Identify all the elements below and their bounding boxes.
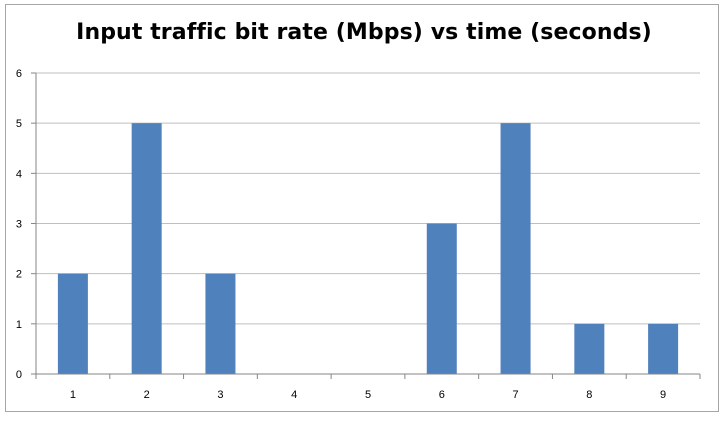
y-tick-label-3: 3 — [16, 219, 22, 231]
tick-labels: 0 1 2 3 4 5 6 1 2 3 4 5 6 7 8 9 — [16, 68, 666, 401]
x-tick-label-5: 5 — [365, 389, 371, 401]
y-tick-label-4: 4 — [16, 168, 22, 180]
chart-title: Input traffic bit rate (Mbps) vs time (s… — [76, 20, 652, 45]
x-tick-label-1: 1 — [70, 389, 76, 401]
bar-9 — [648, 323, 679, 374]
bar-7 — [500, 123, 531, 375]
y-tick-label-2: 2 — [16, 269, 22, 281]
bar-1 — [57, 273, 88, 374]
x-tick-label-8: 8 — [586, 389, 592, 401]
bar-8 — [574, 323, 605, 374]
bars — [57, 123, 679, 375]
x-tick-label-2: 2 — [144, 389, 150, 401]
axes — [31, 72, 701, 379]
bar-2 — [131, 123, 162, 375]
bar-6 — [426, 223, 457, 374]
x-tick-label-4: 4 — [291, 389, 297, 401]
y-tick-label-5: 5 — [16, 118, 22, 130]
x-tick-label-3: 3 — [217, 389, 223, 401]
x-tick-label-6: 6 — [439, 389, 445, 401]
y-tick-label-6: 6 — [16, 68, 22, 80]
y-tick-label-1: 1 — [16, 319, 22, 331]
y-tick-label-0: 0 — [16, 369, 22, 381]
bar-3 — [205, 273, 236, 374]
x-tick-label-9: 9 — [660, 389, 666, 401]
x-tick-label-7: 7 — [512, 389, 518, 401]
